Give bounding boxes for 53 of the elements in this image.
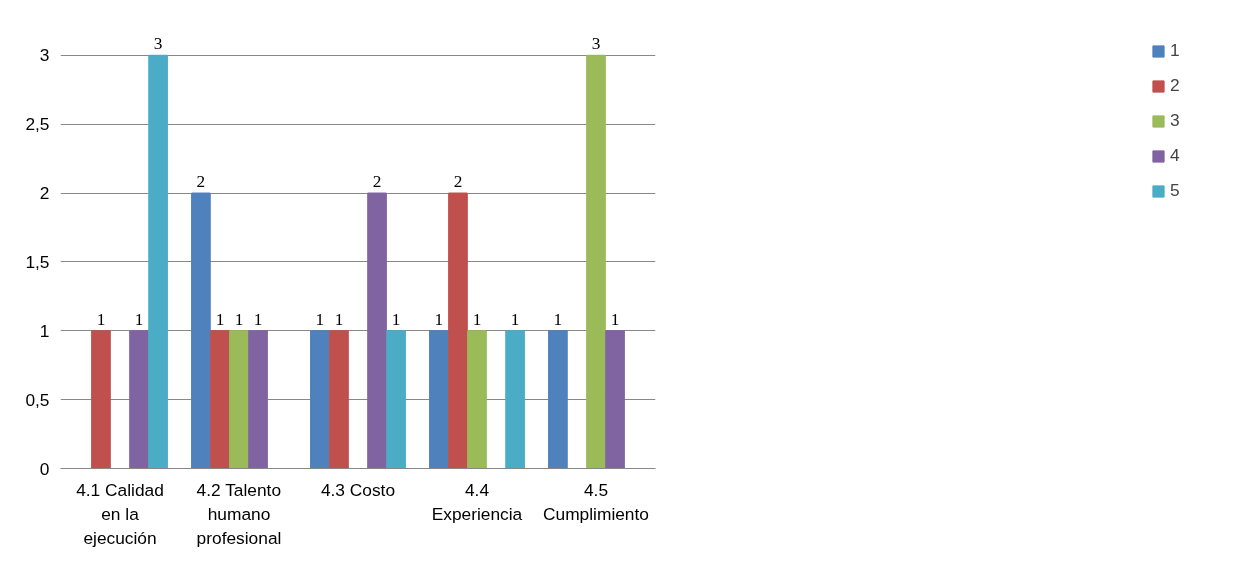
bar [448,192,468,469]
x-tick-label: 4.3 Costo [320,479,396,500]
y-tick-label: 1 [39,320,50,341]
data-label: 1 [253,309,263,329]
y-tick-label: 0,5 [25,389,50,410]
bar [210,330,230,469]
data-label: 1 [334,309,344,329]
bar [386,330,406,469]
bar [329,330,349,469]
y-tick-label: 2,5 [25,114,50,135]
bar [548,330,568,469]
legend-label: 1 [1170,40,1181,61]
x-tick-label: 4.1 Calidad en la ejecución [76,479,164,548]
y-tick-label: 1,5 [25,251,50,272]
x-tick-label: 4.5 Cumplimiento [543,479,649,524]
bar [586,54,606,469]
data-label: 1 [391,309,401,329]
data-label: 3 [153,34,163,54]
bar [367,192,387,469]
data-label: 3 [591,34,601,54]
bar [310,330,330,469]
bar [129,330,149,469]
bar [467,330,487,469]
data-label: 1 [96,309,106,329]
legend-label: 4 [1170,145,1181,166]
data-label: 1 [472,309,482,329]
x-tick-label: 4.4 Experiencia [431,479,523,524]
data-label: 2 [372,172,382,192]
legend-label: 3 [1170,110,1181,131]
data-label: 1 [234,309,244,329]
legend-label: 2 [1170,75,1181,96]
data-label: 1 [315,309,325,329]
y-tick-label: 2 [39,183,50,204]
data-label: 1 [434,309,444,329]
x-tick-label: 4.2 Talento humano profesional [196,479,282,548]
bar [429,330,449,469]
data-label: 1 [215,309,225,329]
data-label: 1 [134,309,144,329]
y-tick-label: 0 [39,458,50,479]
data-label: 1 [610,309,620,329]
bar [148,54,168,469]
bar [91,330,111,469]
bar [605,330,625,469]
legend-label: 5 [1170,180,1181,201]
data-label: 1 [553,309,563,329]
data-label: 2 [453,172,463,192]
bar [505,330,525,469]
y-tick-label: 3 [39,45,50,66]
data-label: 1 [510,309,520,329]
bar [191,192,211,469]
data-label: 2 [196,172,206,192]
bar [248,330,268,469]
bar [229,330,249,469]
